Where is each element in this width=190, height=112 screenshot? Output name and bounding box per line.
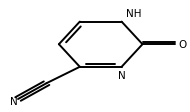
Text: N: N [118, 71, 125, 81]
Text: NH: NH [126, 9, 142, 18]
Text: N: N [10, 96, 17, 106]
Text: O: O [179, 40, 187, 50]
